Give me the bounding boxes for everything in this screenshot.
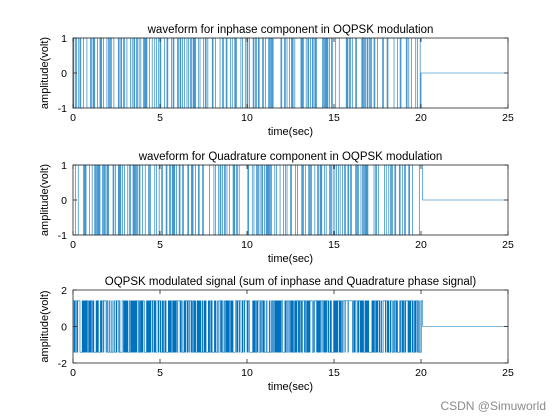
y-tick-label: 0 xyxy=(61,195,67,207)
y-axis-label: amplitude(volt) xyxy=(39,164,51,236)
x-tick-label: 25 xyxy=(502,239,514,251)
subplot-title: waveform for inphase component in OQPSK … xyxy=(147,24,434,36)
x-axis-label: time(sec) xyxy=(268,253,313,265)
x-axis-label: time(sec) xyxy=(268,381,313,393)
x-tick-label: 5 xyxy=(157,112,163,124)
x-axis-label: time(sec) xyxy=(268,126,313,138)
y-tick-label: 1 xyxy=(61,160,67,172)
subplot-title: waveform for Quadrature component in OQP… xyxy=(138,151,443,163)
x-tick-label: 0 xyxy=(70,112,76,124)
y-tick-label: -1 xyxy=(58,103,67,115)
x-tick-label: 20 xyxy=(415,239,427,251)
x-tick-label: 25 xyxy=(502,367,514,379)
x-tick-label: 5 xyxy=(157,367,163,379)
x-tick-label: 0 xyxy=(70,367,76,379)
x-tick-label: 15 xyxy=(328,239,340,251)
x-tick-label: 15 xyxy=(328,112,340,124)
y-tick-label: 0 xyxy=(61,68,67,80)
y-axis-label: amplitude(volt) xyxy=(39,290,51,362)
x-tick-label: 5 xyxy=(157,239,163,251)
x-tick-label: 20 xyxy=(415,367,427,379)
x-tick-label: 10 xyxy=(241,112,253,124)
x-tick-label: 10 xyxy=(241,367,253,379)
x-tick-label: 25 xyxy=(502,112,514,124)
signal-line-3 xyxy=(73,300,508,353)
x-tick-label: 15 xyxy=(328,367,340,379)
y-tick-label: -1 xyxy=(58,230,67,242)
y-tick-label: 0 xyxy=(61,322,67,334)
x-tick-label: 0 xyxy=(70,239,76,251)
y-tick-label: 1 xyxy=(61,33,67,45)
x-tick-label: 10 xyxy=(241,239,253,251)
y-tick-label: -2 xyxy=(58,358,67,370)
y-axis-label: amplitude(volt) xyxy=(39,37,51,109)
y-tick-label: 2 xyxy=(61,285,67,297)
watermark: CSDN @Simuworld xyxy=(440,399,546,413)
subplot-title: OQPSK modulated signal (sum of inphase a… xyxy=(105,276,477,288)
x-tick-label: 20 xyxy=(415,112,427,124)
